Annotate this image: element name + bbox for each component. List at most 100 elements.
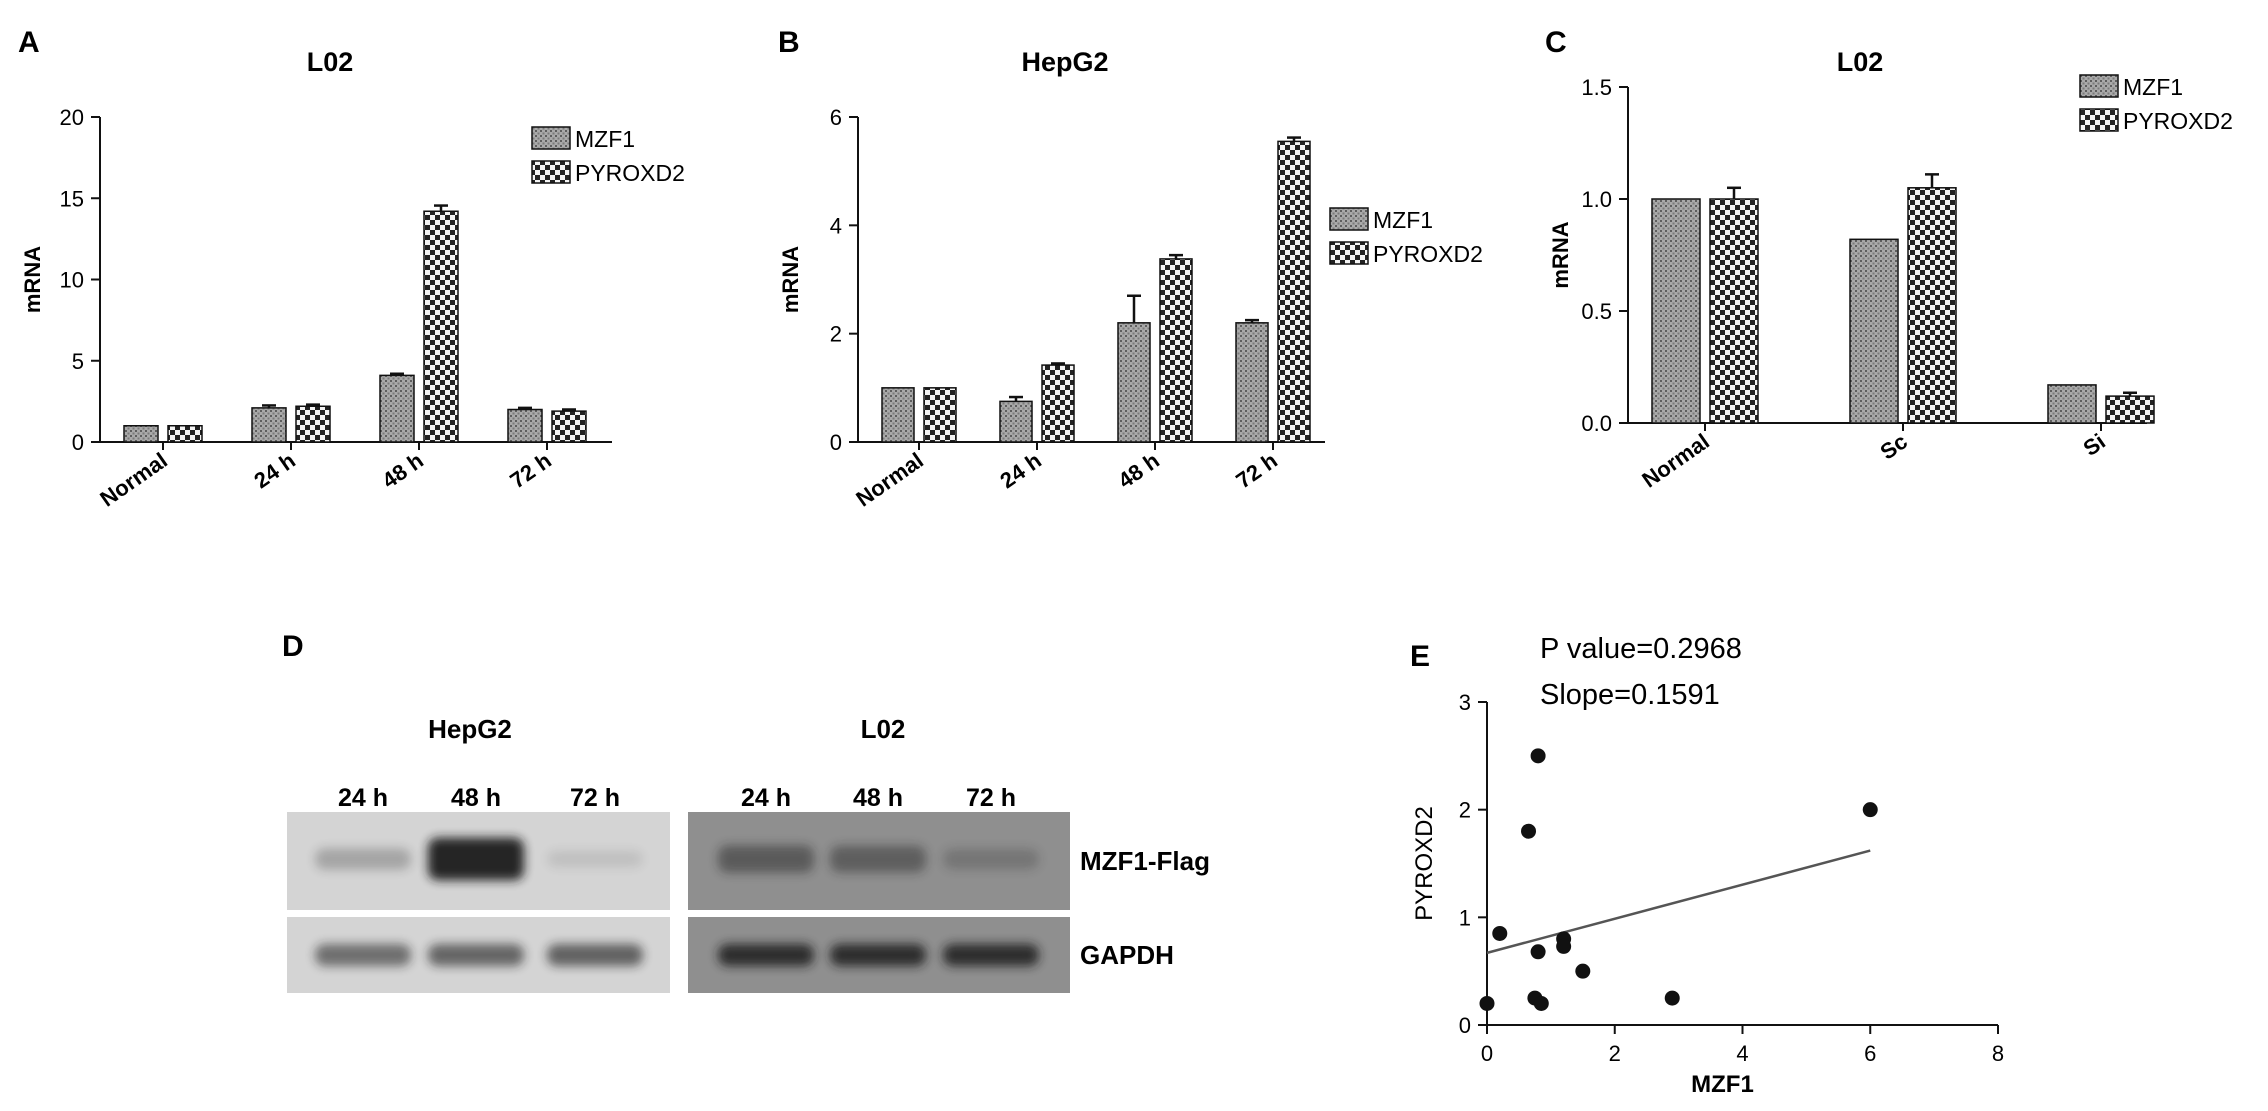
bar-mzf1-normal xyxy=(881,387,915,443)
blot-row-label-mzf1-flag: MZF1-Flag xyxy=(1080,846,1210,876)
x-tick-label: 8 xyxy=(1992,1041,2004,1066)
blot-band xyxy=(718,845,814,873)
bar-pyroxd2-72h xyxy=(551,410,587,443)
bar-pyroxd2-normal xyxy=(923,387,957,443)
blot-band xyxy=(830,845,926,873)
bar-mzf1-si xyxy=(2047,384,2097,424)
x-tick-label: 6 xyxy=(1864,1041,1876,1066)
bar-pyroxd2-sc xyxy=(1907,187,1957,424)
y-tick-label: 20 xyxy=(60,105,84,130)
blot-band xyxy=(718,944,814,966)
bar-mzf1-72h xyxy=(1235,322,1269,443)
x-tick-label: 72 h xyxy=(1231,448,1281,494)
legend-label-pyroxd2: PYROXD2 xyxy=(2123,108,2233,134)
bar-pyroxd2-si xyxy=(2105,395,2155,424)
scatter-point-8 xyxy=(1556,938,1572,954)
legend-swatch-pyroxd2 xyxy=(2079,108,2119,132)
panel-letter-c: C xyxy=(1545,26,1567,59)
blot-group-title-l02: L02 xyxy=(861,714,906,744)
x-tick-label: Normal xyxy=(851,448,927,512)
y-tick-label: 0.0 xyxy=(1581,411,1612,436)
legend-swatch-pyroxd2 xyxy=(531,160,571,184)
bar-pyroxd2-normal xyxy=(167,425,203,443)
bar-mzf1-sc xyxy=(1849,238,1899,424)
bar-mzf1-normal xyxy=(1651,198,1701,424)
legend-label-pyroxd2: PYROXD2 xyxy=(575,160,685,186)
bar-pyroxd2-48h xyxy=(1159,258,1193,443)
y-tick-label: 0 xyxy=(830,430,842,455)
x-tick-label: Normal xyxy=(1637,429,1713,493)
legend-swatch-pyroxd2 xyxy=(1329,241,1369,265)
x-axis-label: MZF1 xyxy=(1691,1071,1754,1098)
y-tick-label: 1.5 xyxy=(1581,75,1612,100)
y-tick-label: 0 xyxy=(1459,1013,1471,1038)
x-tick-label: Si xyxy=(2078,429,2109,461)
chart-title: L02 xyxy=(307,47,354,77)
blot-band xyxy=(943,944,1039,966)
y-tick-label: 6 xyxy=(830,105,842,130)
blot-band xyxy=(315,848,411,870)
legend-label-mzf1: MZF1 xyxy=(1373,207,1433,233)
scatter-point-3 xyxy=(1530,748,1546,764)
bar-mzf1-48h xyxy=(1117,322,1151,443)
y-tick-label: 2 xyxy=(830,322,842,347)
bar-pyroxd2-24h xyxy=(295,405,331,443)
y-tick-label: 15 xyxy=(60,186,84,211)
regression-line xyxy=(1486,849,1871,955)
y-tick-label: 4 xyxy=(830,213,842,238)
blot-band xyxy=(943,848,1039,870)
legend-label-pyroxd2: PYROXD2 xyxy=(1373,241,1483,267)
bar-mzf1-24h xyxy=(251,407,287,443)
x-tick-label: 0 xyxy=(1481,1041,1493,1066)
x-tick-label: Sc xyxy=(1875,429,1911,465)
panel-letter-a: A xyxy=(18,26,40,59)
blot-band xyxy=(315,944,411,966)
y-axis-label: mRNA xyxy=(20,246,45,313)
legend-label-mzf1: MZF1 xyxy=(2123,74,2183,100)
scatter-point-0 xyxy=(1479,995,1495,1011)
blot-group-title-hepg2: HepG2 xyxy=(428,714,512,744)
western-blot-d: HepG2 24 h 48 h 72 h L02 24 h 48 h 72 h MZF1-Fla… xyxy=(287,714,1210,993)
panel-letter-b: B xyxy=(778,26,800,59)
blot-band xyxy=(428,944,524,966)
bar-mzf1-24h xyxy=(999,400,1033,443)
x-tick-label: 48 h xyxy=(1113,448,1163,494)
p-value-annotation: P value=0.2968 xyxy=(1540,633,1742,665)
blot-lane-label: 24 h xyxy=(741,784,791,812)
chart-title: L02 xyxy=(1837,47,1884,77)
y-tick-label: 1.0 xyxy=(1581,187,1612,212)
scatter-point-11 xyxy=(1862,802,1878,818)
legend-label-mzf1: MZF1 xyxy=(575,126,635,152)
bar-mzf1-normal xyxy=(123,425,159,443)
y-axis-label: PYROXD2 xyxy=(1411,806,1438,921)
x-tick-label: 24 h xyxy=(995,448,1045,494)
bar-mzf1-72h xyxy=(507,408,543,443)
x-tick-label: 2 xyxy=(1609,1041,1621,1066)
slope-annotation: Slope=0.1591 xyxy=(1540,679,1720,711)
y-tick-label: 10 xyxy=(60,268,84,293)
bar-pyroxd2-24h xyxy=(1041,364,1075,443)
x-tick-label: 4 xyxy=(1736,1041,1748,1066)
blot-band xyxy=(428,837,524,881)
blot-band xyxy=(547,944,643,966)
blot-lane-label: 24 h xyxy=(338,784,388,812)
blot-lane-label: 48 h xyxy=(853,784,903,812)
bar-chart-a: L02 mRNA 0 5 10 15 20 Normal 24 h 48 h 72 h MZF1 PYR… xyxy=(20,47,685,512)
scatter-point-9 xyxy=(1575,963,1591,979)
x-tick-label: 24 h xyxy=(249,448,299,494)
legend-swatch-mzf1 xyxy=(531,126,571,150)
bar-mzf1-48h xyxy=(379,374,415,443)
scatter-chart-e: P value=0.2968 Slope=0.1591 0 1 2 3 0 2 4 6 8 MZF1 P… xyxy=(1411,633,2004,1098)
chart-title: HepG2 xyxy=(1021,47,1108,77)
blot-lane-label: 48 h xyxy=(451,784,501,812)
y-tick-label: 3 xyxy=(1459,690,1471,715)
legend-swatch-mzf1 xyxy=(2079,74,2119,98)
y-tick-label: 0 xyxy=(72,430,84,455)
bar-pyroxd2-48h xyxy=(423,210,459,443)
x-tick-label: Normal xyxy=(95,448,171,512)
scatter-point-10 xyxy=(1664,990,1680,1006)
y-axis-label: mRNA xyxy=(1548,221,1573,288)
blot-band xyxy=(547,850,643,868)
y-tick-label: 1 xyxy=(1459,905,1471,930)
